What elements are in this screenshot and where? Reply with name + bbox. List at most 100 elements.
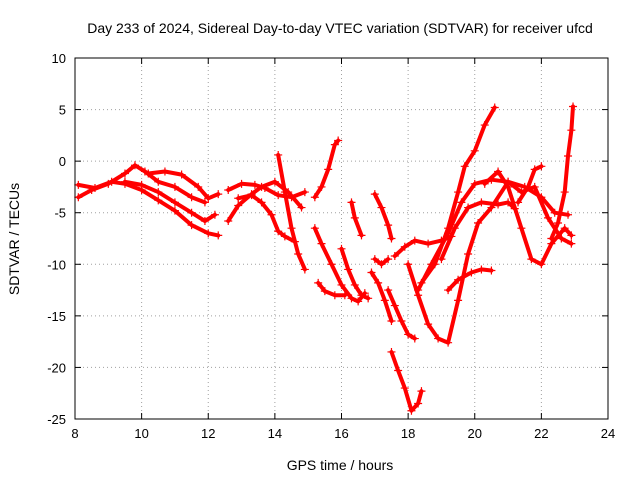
series-track-13	[349, 200, 364, 238]
data-point	[144, 169, 153, 178]
data-point	[384, 221, 393, 230]
data-point	[357, 231, 366, 240]
data-point	[550, 208, 559, 217]
data-point	[404, 260, 413, 269]
data-point	[274, 227, 283, 236]
data-point	[297, 203, 306, 212]
data-point	[474, 219, 483, 228]
data-point	[344, 265, 353, 274]
y-tick-label: 10	[52, 51, 66, 66]
data-point	[387, 317, 396, 326]
data-point	[390, 301, 399, 310]
chart-title: Day 233 of 2024, Sidereal Day-to-day VTE…	[87, 20, 593, 36]
data-point	[514, 198, 523, 207]
data-point	[504, 182, 513, 191]
data-point	[170, 198, 179, 207]
data-point	[140, 167, 149, 176]
x-tick-label: 22	[534, 426, 548, 441]
y-tick-label: 5	[59, 103, 66, 118]
data-point	[450, 224, 459, 233]
data-point	[340, 291, 349, 300]
data-point	[194, 182, 203, 191]
data-point	[454, 296, 463, 305]
data-point	[204, 229, 213, 238]
data-point	[324, 165, 333, 174]
y-tick-label: 0	[59, 154, 66, 169]
data-point	[384, 255, 393, 264]
x-tick-label: 24	[601, 426, 615, 441]
data-point	[214, 190, 223, 199]
x-tick-label: 8	[71, 426, 78, 441]
data-point	[404, 330, 413, 339]
data-point	[257, 198, 266, 207]
data-point	[387, 234, 396, 243]
data-point	[330, 291, 339, 300]
data-point	[234, 201, 243, 210]
x-tick-label: 10	[134, 426, 148, 441]
data-point	[350, 213, 359, 222]
data-point	[454, 275, 463, 284]
data-point	[464, 203, 473, 212]
data-point	[287, 224, 296, 233]
data-point	[377, 260, 386, 269]
data-point	[294, 249, 303, 258]
data-point	[327, 260, 336, 269]
data-point	[204, 194, 213, 203]
data-point	[477, 198, 486, 207]
data-point	[334, 136, 343, 145]
data-point	[347, 294, 356, 303]
data-point	[234, 194, 243, 203]
y-tick-label: -20	[47, 360, 66, 375]
data-point	[120, 177, 129, 186]
data-point	[480, 121, 489, 130]
data-point	[74, 193, 83, 202]
series-track-2	[76, 179, 221, 238]
data-point	[320, 287, 329, 296]
data-point	[347, 198, 356, 207]
data-point	[494, 167, 503, 176]
data-point	[557, 234, 566, 243]
data-point	[424, 239, 433, 248]
data-point	[154, 177, 163, 186]
data-point	[154, 196, 163, 205]
data-point	[247, 191, 256, 200]
data-point	[480, 179, 489, 188]
data-point	[364, 294, 373, 303]
data-point	[524, 182, 533, 191]
data-point	[367, 268, 376, 277]
data-point	[494, 200, 503, 209]
data-point	[350, 280, 359, 289]
x-tick-label: 12	[201, 426, 215, 441]
data-point	[414, 399, 423, 408]
data-point	[400, 384, 409, 393]
data-point	[90, 183, 99, 192]
data-point	[160, 167, 169, 176]
series-track-22	[419, 105, 497, 285]
data-point	[357, 291, 366, 300]
x-tick-label: 16	[334, 426, 348, 441]
data-point	[487, 266, 496, 275]
data-point	[567, 126, 576, 135]
data-point	[567, 231, 576, 240]
data-point	[554, 219, 563, 228]
series-track-8	[276, 153, 307, 272]
data-point	[250, 180, 259, 189]
data-point	[414, 286, 423, 295]
data-point	[517, 224, 526, 233]
data-point	[417, 278, 426, 287]
data-point	[560, 188, 569, 197]
data-point	[560, 224, 569, 233]
data-point	[504, 198, 513, 207]
data-point	[477, 265, 486, 274]
data-point	[187, 193, 196, 202]
data-point	[530, 165, 539, 174]
data-point	[544, 213, 553, 222]
data-point	[317, 182, 326, 191]
data-point	[374, 278, 383, 287]
data-point	[390, 252, 399, 261]
axis-ticks: 8 10 12 14 16 18 20 22 24 10 5 0 -5 -10 -15 -20 -25	[47, 51, 615, 441]
data-point	[370, 255, 379, 264]
data-point	[107, 177, 116, 186]
data-point	[430, 260, 439, 269]
